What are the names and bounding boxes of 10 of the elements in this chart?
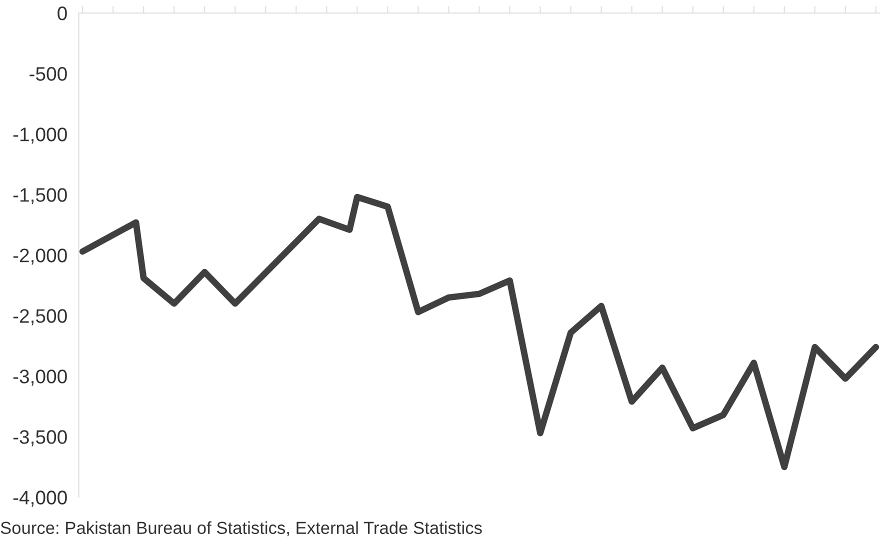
y-tick-label: -500 <box>30 67 67 81</box>
y-tick-label: 0 <box>58 6 67 20</box>
y-tick-label: -3,000 <box>13 370 67 386</box>
y-tick-label: -1,000 <box>13 128 67 144</box>
y-tick-label: -2,500 <box>13 309 67 326</box>
y-tick-label: -4,000 <box>13 490 67 507</box>
y-tick-label: -2,000 <box>13 248 67 265</box>
source-note: Source: Pakistan Bureau of Statistics, External Trade Statistics <box>0 521 482 536</box>
y-tick-label: -3,500 <box>13 430 67 446</box>
y-tick-label: -1,500 <box>13 188 67 204</box>
